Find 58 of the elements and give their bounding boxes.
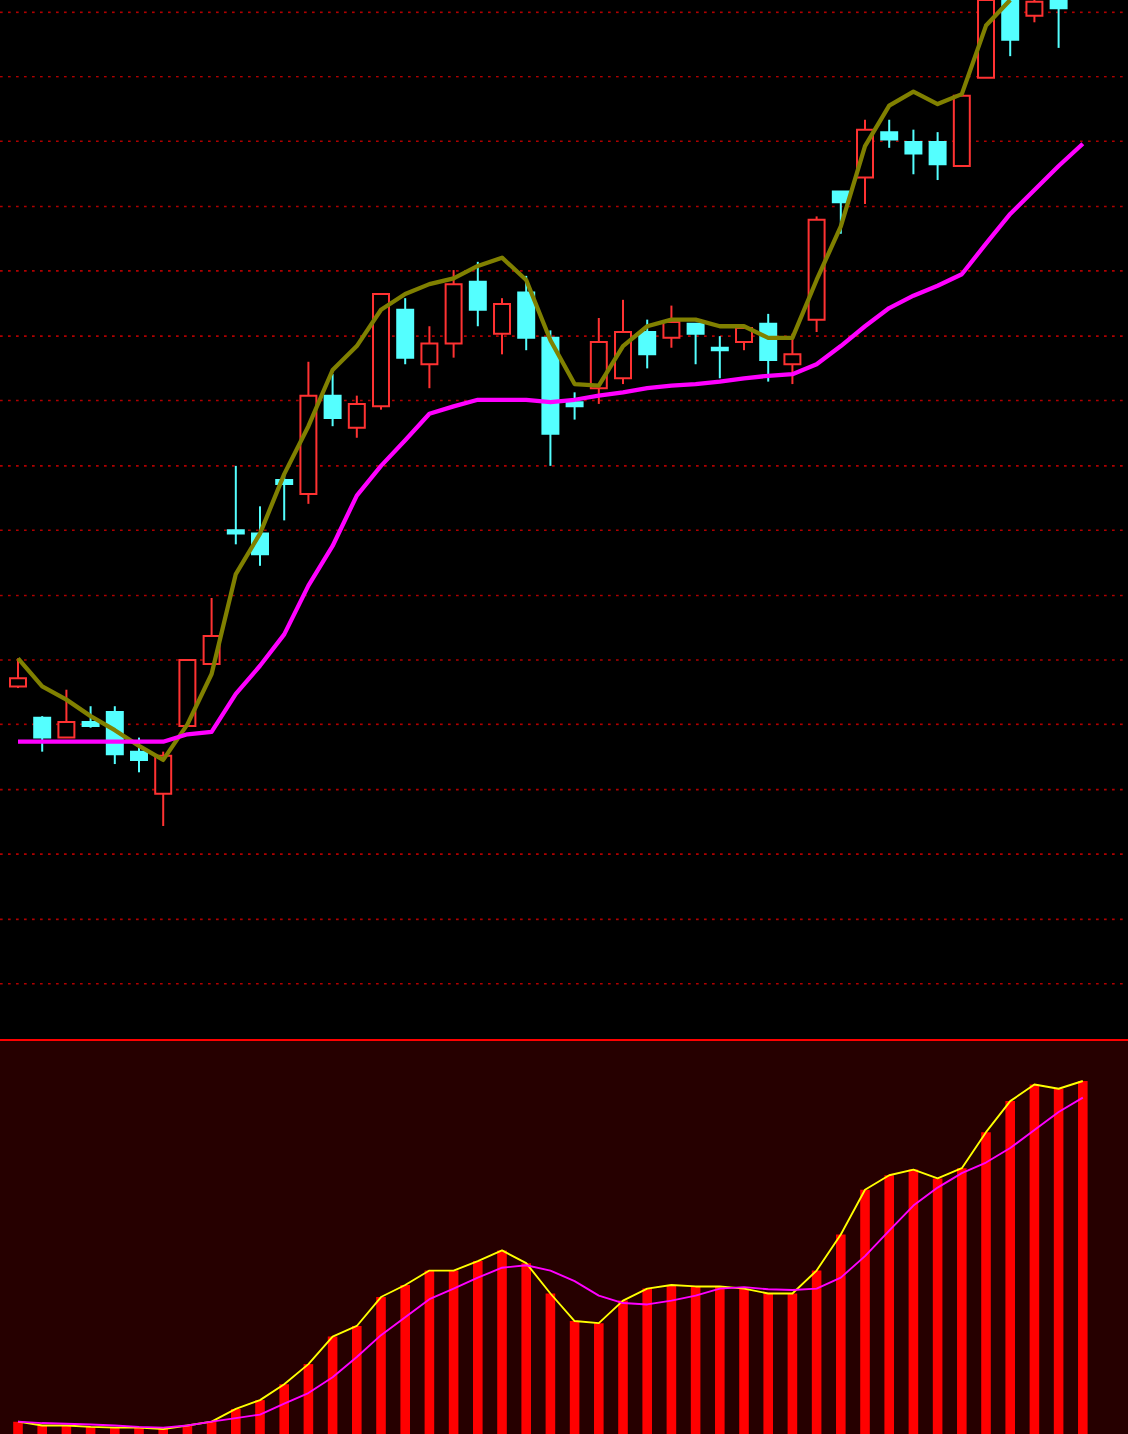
bar xyxy=(811,1270,822,1434)
bar xyxy=(400,1285,411,1434)
bar xyxy=(860,1189,870,1434)
bar xyxy=(352,1325,362,1434)
bar xyxy=(376,1297,386,1434)
bar xyxy=(715,1286,725,1434)
candlestick xyxy=(420,325,439,390)
bar xyxy=(594,1323,604,1434)
bar xyxy=(1005,1101,1016,1434)
candlestick xyxy=(517,274,536,352)
bar xyxy=(327,1336,338,1434)
bar xyxy=(836,1234,846,1434)
bar xyxy=(763,1293,774,1434)
bar xyxy=(255,1400,265,1434)
bar xyxy=(1053,1088,1064,1434)
bar xyxy=(521,1263,531,1434)
bar xyxy=(908,1169,919,1434)
candlestick xyxy=(468,260,487,328)
bar xyxy=(279,1384,290,1434)
candlestick xyxy=(33,715,52,753)
candlestick xyxy=(154,750,173,827)
bar xyxy=(1078,1081,1088,1434)
candlestick xyxy=(347,394,366,439)
bar xyxy=(13,1421,23,1434)
candlestick xyxy=(9,657,27,690)
bar xyxy=(618,1300,628,1434)
candlestick xyxy=(57,688,76,739)
bar xyxy=(448,1270,459,1434)
candlestick xyxy=(880,118,899,149)
bar xyxy=(932,1178,943,1434)
bar xyxy=(787,1293,798,1434)
candlestick xyxy=(904,128,923,176)
bar xyxy=(642,1288,653,1434)
candlestick xyxy=(323,373,342,428)
bar xyxy=(545,1293,556,1434)
bar xyxy=(957,1168,967,1434)
bar xyxy=(569,1321,580,1434)
candlestick xyxy=(493,297,511,356)
candlestick xyxy=(928,131,947,182)
bar xyxy=(981,1132,991,1434)
candlestick xyxy=(1001,0,1020,58)
candlestick xyxy=(710,335,729,380)
bar xyxy=(690,1286,701,1434)
candlestick xyxy=(662,304,681,349)
bar xyxy=(1029,1084,1040,1434)
bar xyxy=(739,1288,749,1434)
candlestick xyxy=(1049,0,1068,49)
bar xyxy=(666,1285,677,1434)
candlestick xyxy=(686,322,705,366)
bar xyxy=(884,1175,895,1434)
bar xyxy=(497,1250,507,1434)
candlestick xyxy=(130,736,148,774)
bar xyxy=(473,1261,483,1434)
candlestick xyxy=(396,297,415,366)
bar xyxy=(424,1270,435,1434)
candlestick xyxy=(638,318,657,370)
candlestick xyxy=(81,705,100,729)
candlestick xyxy=(226,464,245,546)
